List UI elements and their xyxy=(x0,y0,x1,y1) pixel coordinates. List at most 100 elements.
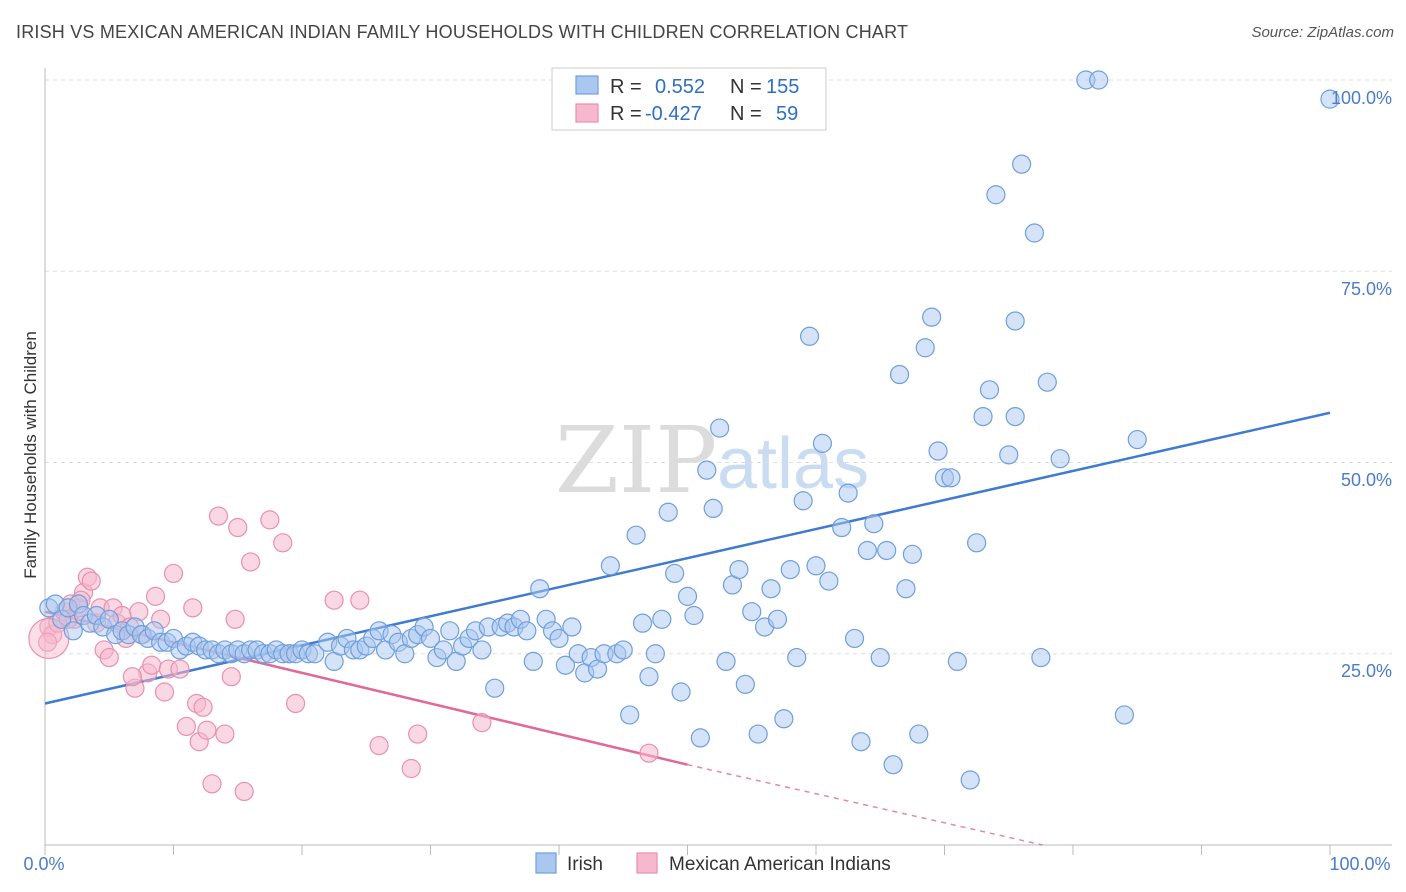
point-mexican-29 xyxy=(170,659,190,679)
y-tick-label-75: 75.0% xyxy=(1341,279,1392,299)
point-mexican-35 xyxy=(197,720,217,740)
point-irish-108 xyxy=(735,674,755,694)
point-mexican-49 xyxy=(350,590,370,610)
point-irish-155 xyxy=(1089,70,1109,90)
point-irish-117 xyxy=(793,491,813,511)
point-irish-104 xyxy=(710,418,730,438)
point-irish-126 xyxy=(857,540,878,561)
x-tick-label-0: 0.0% xyxy=(23,854,64,874)
point-mexican-48 xyxy=(324,590,344,610)
point-irish-156 xyxy=(1114,705,1135,725)
point-mexican-51 xyxy=(401,758,421,779)
point-irish-140 xyxy=(947,651,967,672)
point-irish-61 xyxy=(433,640,453,660)
point-irish-101 xyxy=(690,728,710,748)
point-irish-128 xyxy=(870,647,890,668)
point-irish-59 xyxy=(420,628,441,649)
legend-swatch-irish xyxy=(575,75,599,95)
point-mexican-44 xyxy=(260,510,280,530)
point-mexican-42 xyxy=(234,781,254,802)
point-irish-137 xyxy=(928,441,948,461)
point-irish-147 xyxy=(1005,407,1025,427)
point-irish-136 xyxy=(922,307,942,327)
point-irish-152 xyxy=(1037,372,1057,392)
point-irish-80 xyxy=(555,655,576,675)
point-irish-123 xyxy=(838,483,858,503)
legend-box: R = 0.552 N = 155 R = -0.427 N = 59 xyxy=(551,67,827,131)
y-tick-label-50: 50.0% xyxy=(1341,470,1392,490)
point-irish-105 xyxy=(716,651,736,672)
y-tick-label-25: 25.0% xyxy=(1341,661,1392,681)
point-irish-148 xyxy=(1005,311,1025,331)
point-mexican-30 xyxy=(176,716,196,737)
point-irish-149 xyxy=(1011,154,1032,174)
point-mexican-54 xyxy=(639,743,659,763)
point-mexican-26 xyxy=(154,682,175,702)
point-irish-81 xyxy=(562,617,582,637)
point-irish-112 xyxy=(761,579,781,599)
point-irish-97 xyxy=(665,563,685,584)
legend-r-label-irish: R = xyxy=(610,76,642,98)
point-mexican-47 xyxy=(285,693,306,714)
watermark-zip: ZIP xyxy=(555,407,717,514)
point-mexican-34 xyxy=(193,697,213,717)
bottom-legend-swatch-mexican xyxy=(636,852,658,874)
axes xyxy=(44,68,1392,855)
point-irish-130 xyxy=(883,755,903,775)
point-irish-122 xyxy=(832,517,852,538)
point-irish-94 xyxy=(645,644,665,664)
point-irish-114 xyxy=(774,709,794,729)
point-irish-90 xyxy=(620,705,640,725)
legend-n-label-irish: N = xyxy=(730,76,762,98)
point-irish-127 xyxy=(864,514,884,534)
series-irish xyxy=(39,70,1340,790)
source-label: Source: ZipAtlas.com xyxy=(1251,24,1394,41)
point-irish-102 xyxy=(697,460,717,480)
point-irish-110 xyxy=(748,724,768,744)
point-irish-129 xyxy=(877,540,897,561)
point-irish-135 xyxy=(915,338,935,358)
point-irish-118 xyxy=(799,326,820,346)
point-irish-4 xyxy=(63,621,83,641)
point-irish-42 xyxy=(305,644,325,664)
point-irish-142 xyxy=(967,533,987,553)
point-mexican-45 xyxy=(273,533,293,553)
point-irish-143 xyxy=(973,407,993,427)
point-irish-132 xyxy=(896,579,916,599)
point-irish-121 xyxy=(819,571,839,591)
point-mexican-9 xyxy=(81,571,101,591)
legend-r-value-mexican: -0.427 xyxy=(645,103,702,125)
point-irish-116 xyxy=(787,647,807,668)
point-irish-157 xyxy=(1127,429,1147,450)
point-irish-144 xyxy=(979,380,1000,400)
point-irish-74 xyxy=(517,621,537,641)
y-tick-label-100: 100.0% xyxy=(1331,88,1392,108)
point-irish-76 xyxy=(530,579,550,599)
bottom-legend-swatch-irish xyxy=(535,852,557,874)
point-irish-131 xyxy=(889,364,910,385)
point-mexican-43 xyxy=(241,552,261,572)
point-irish-62 xyxy=(440,621,460,641)
point-irish-120 xyxy=(812,433,833,453)
point-irish-153 xyxy=(1050,449,1070,469)
point-irish-139 xyxy=(941,468,961,488)
point-irish-113 xyxy=(767,609,788,629)
legend-n-value-irish: 155 xyxy=(766,76,799,98)
point-mexican-37 xyxy=(208,506,229,526)
bottom-legend-label-mexican: Mexican American Indians xyxy=(669,854,891,875)
point-irish-95 xyxy=(652,609,672,629)
point-mexican-23 xyxy=(142,655,162,675)
point-mexican-36 xyxy=(202,774,222,794)
chart-title: IRISH VS MEXICAN AMERICAN INDIAN FAMILY … xyxy=(16,22,909,42)
point-mexican-41 xyxy=(228,517,248,538)
point-irish-89 xyxy=(613,640,633,660)
x-tick-label-100: 100.0% xyxy=(1329,854,1390,874)
point-mexican-38 xyxy=(215,724,235,744)
bottom-legend-label-irish: Irish xyxy=(567,854,603,875)
watermark: ZIP atlas xyxy=(555,407,869,514)
point-mexican-53 xyxy=(472,712,492,733)
point-irish-91 xyxy=(626,525,646,545)
point-mexican-40 xyxy=(225,609,245,629)
point-irish-109 xyxy=(742,602,762,622)
point-mexican-55 xyxy=(37,632,58,652)
